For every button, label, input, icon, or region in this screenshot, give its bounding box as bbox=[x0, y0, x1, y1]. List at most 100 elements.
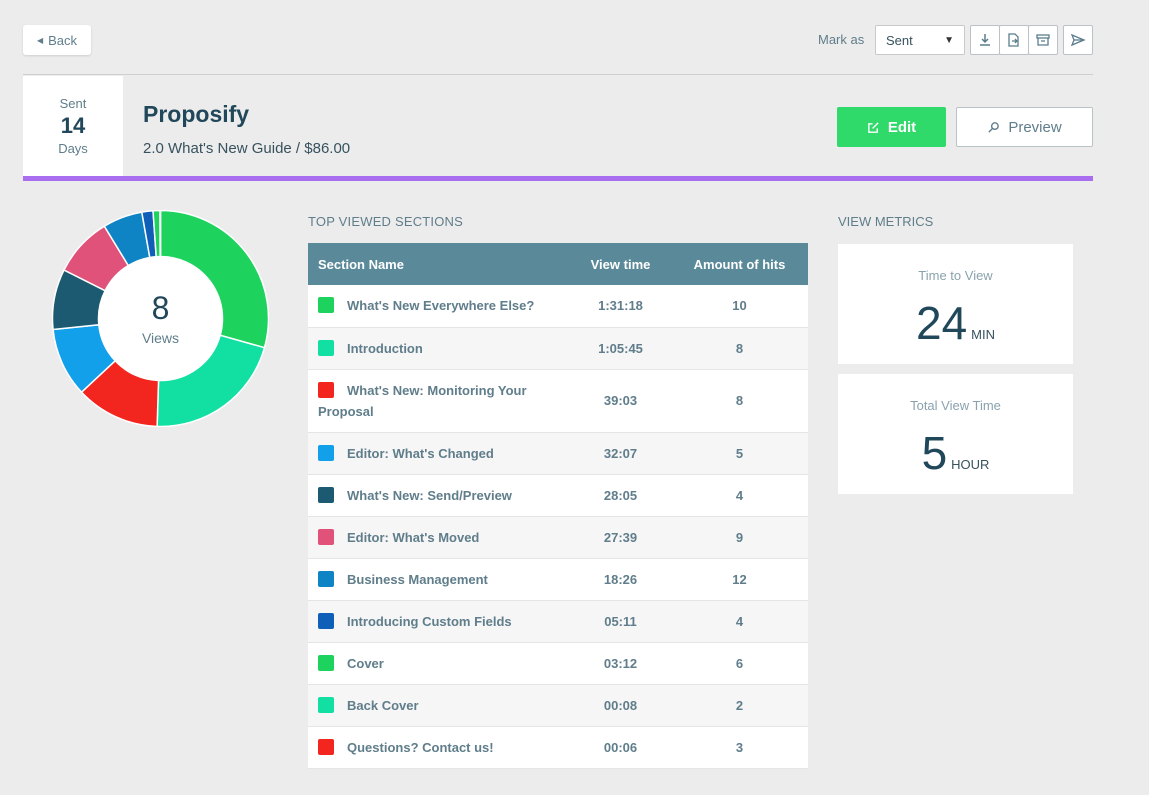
table-row[interactable]: Editor: What's Moved 27:39 9 bbox=[308, 516, 808, 559]
caret-left-icon: ◀ bbox=[36, 35, 44, 45]
section-color-swatch bbox=[318, 654, 334, 671]
edit-button[interactable]: Edit bbox=[837, 107, 946, 147]
hits-cell: 4 bbox=[671, 600, 808, 643]
view-time-cell: 32:07 bbox=[570, 432, 671, 475]
sent-days-box: Sent 14 Days bbox=[23, 76, 123, 176]
column-header-view-time[interactable]: View time bbox=[570, 243, 671, 285]
hits-cell: 12 bbox=[671, 558, 808, 601]
table-row[interactable]: Editor: What's Changed 32:07 5 bbox=[308, 432, 808, 475]
hits-cell: 6 bbox=[671, 642, 808, 685]
views-donut-chart: 8 Views bbox=[51, 209, 270, 428]
table-row[interactable]: Back Cover 00:08 2 bbox=[308, 684, 808, 727]
section-name: What's New Everywhere Else? bbox=[347, 298, 535, 314]
total-view-time-card: Total View Time 5 HOUR bbox=[838, 374, 1073, 494]
header-divider bbox=[23, 74, 1093, 75]
status-select[interactable]: Sent ▼ bbox=[875, 25, 965, 55]
section-name: Questions? Contact us! bbox=[347, 739, 494, 755]
section-name: What's New: Send/Preview bbox=[347, 487, 512, 503]
view-time-cell: 28:05 bbox=[570, 474, 671, 517]
section-name-cell: Editor: What's Moved bbox=[308, 516, 570, 559]
section-color-swatch bbox=[318, 339, 334, 356]
section-name-cell: Introducing Custom Fields bbox=[308, 600, 570, 643]
section-name: Introduction bbox=[347, 340, 423, 356]
time-to-view-value-group: 24 MIN bbox=[838, 296, 1073, 350]
total-view-time-value: 5 bbox=[921, 427, 948, 479]
preview-button[interactable]: Preview bbox=[956, 107, 1093, 147]
section-color-swatch bbox=[318, 570, 334, 587]
time-to-view-value: 24 bbox=[915, 297, 968, 349]
view-time-cell: 39:03 bbox=[570, 369, 671, 433]
view-time-cell: 05:11 bbox=[570, 600, 671, 643]
export-button[interactable] bbox=[999, 25, 1029, 55]
section-name-cell: Back Cover bbox=[308, 684, 570, 727]
hits-cell: 8 bbox=[671, 369, 808, 433]
proposal-subtitle: 2.0 What's New Guide / $86.00 bbox=[143, 140, 351, 157]
sent-label: Sent bbox=[59, 96, 87, 111]
section-name: Editor: What's Changed bbox=[347, 445, 494, 461]
section-color-swatch bbox=[318, 696, 334, 713]
section-name-cell: Business Management bbox=[308, 558, 570, 601]
section-color-swatch bbox=[318, 381, 334, 398]
sent-days-unit: Days bbox=[58, 141, 88, 156]
section-name-cell: What's New: Send/Preview bbox=[308, 474, 570, 517]
hits-cell: 8 bbox=[671, 327, 808, 370]
archive-button[interactable] bbox=[1028, 25, 1058, 55]
section-name: Editor: What's Moved bbox=[347, 529, 480, 545]
sections-table: Section Name View time Amount of hits Wh… bbox=[308, 243, 808, 769]
send-button[interactable] bbox=[1063, 25, 1093, 55]
table-row[interactable]: Introducing Custom Fields 05:11 4 bbox=[308, 600, 808, 643]
view-time-cell: 1:05:45 bbox=[570, 327, 671, 370]
section-name: Cover bbox=[347, 655, 384, 671]
section-name-cell: What's New: Monitoring Your Proposal bbox=[308, 369, 570, 433]
total-view-time-label: Total View Time bbox=[910, 398, 1001, 413]
send-icon bbox=[1070, 33, 1086, 47]
download-icon bbox=[980, 34, 990, 46]
column-header-hits[interactable]: Amount of hits bbox=[671, 243, 808, 285]
section-name-cell: Introduction bbox=[308, 327, 570, 370]
donut-center: 8 Views bbox=[52, 210, 269, 427]
search-icon bbox=[988, 121, 1000, 133]
table-row[interactable]: Cover 03:12 6 bbox=[308, 642, 808, 685]
section-name: What's New: Monitoring Your Proposal bbox=[318, 382, 527, 419]
view-time-cell: 00:08 bbox=[570, 684, 671, 727]
hits-cell: 5 bbox=[671, 432, 808, 475]
section-name-cell: What's New Everywhere Else? bbox=[308, 285, 570, 328]
table-row[interactable]: Introduction 1:05:45 8 bbox=[308, 327, 808, 370]
donut-hole bbox=[98, 256, 223, 381]
table-row[interactable]: What's New: Send/Preview 28:05 4 bbox=[308, 474, 808, 517]
section-color-swatch bbox=[318, 528, 334, 545]
view-metrics-heading: VIEW METRICS bbox=[838, 214, 934, 229]
table-row[interactable]: Questions? Contact us! 00:06 3 bbox=[308, 726, 808, 769]
section-name-cell: Editor: What's Changed bbox=[308, 432, 570, 475]
hits-cell: 10 bbox=[671, 285, 808, 328]
back-button[interactable]: ◀ Back bbox=[23, 25, 91, 55]
section-name: Back Cover bbox=[347, 697, 419, 713]
table-row[interactable]: What's New Everywhere Else? 1:31:18 10 bbox=[308, 285, 808, 328]
back-button-label: Back bbox=[48, 32, 78, 48]
download-button[interactable] bbox=[970, 25, 1000, 55]
donut-svg bbox=[51, 209, 270, 428]
column-header-section-name[interactable]: Section Name bbox=[308, 243, 570, 285]
views-label: Views bbox=[141, 329, 180, 346]
view-time-cell: 1:31:18 bbox=[570, 285, 671, 328]
section-color-swatch bbox=[318, 738, 334, 755]
edit-icon bbox=[867, 121, 879, 133]
archive-icon bbox=[1036, 34, 1050, 46]
view-time-cell: 00:06 bbox=[570, 726, 671, 769]
section-name-cell: Cover bbox=[308, 642, 570, 685]
hits-cell: 4 bbox=[671, 474, 808, 517]
section-name-cell: Questions? Contact us! bbox=[308, 726, 570, 769]
section-color-swatch bbox=[318, 297, 334, 314]
table-row[interactable]: What's New: Monitoring Your Proposal 39:0… bbox=[308, 369, 808, 433]
hits-cell: 9 bbox=[671, 516, 808, 559]
table-row[interactable]: Business Management 18:26 12 bbox=[308, 558, 808, 601]
section-color-swatch bbox=[318, 444, 334, 461]
export-file-icon bbox=[1008, 33, 1019, 47]
section-name: Introducing Custom Fields bbox=[347, 613, 512, 629]
mark-as-label: Mark as bbox=[818, 32, 865, 47]
views-count: 8 bbox=[151, 289, 170, 326]
section-color-swatch bbox=[318, 612, 334, 629]
time-to-view-label: Time to View bbox=[918, 268, 993, 283]
proposal-title: Proposify bbox=[143, 101, 250, 127]
time-to-view-unit: MIN bbox=[971, 327, 995, 342]
